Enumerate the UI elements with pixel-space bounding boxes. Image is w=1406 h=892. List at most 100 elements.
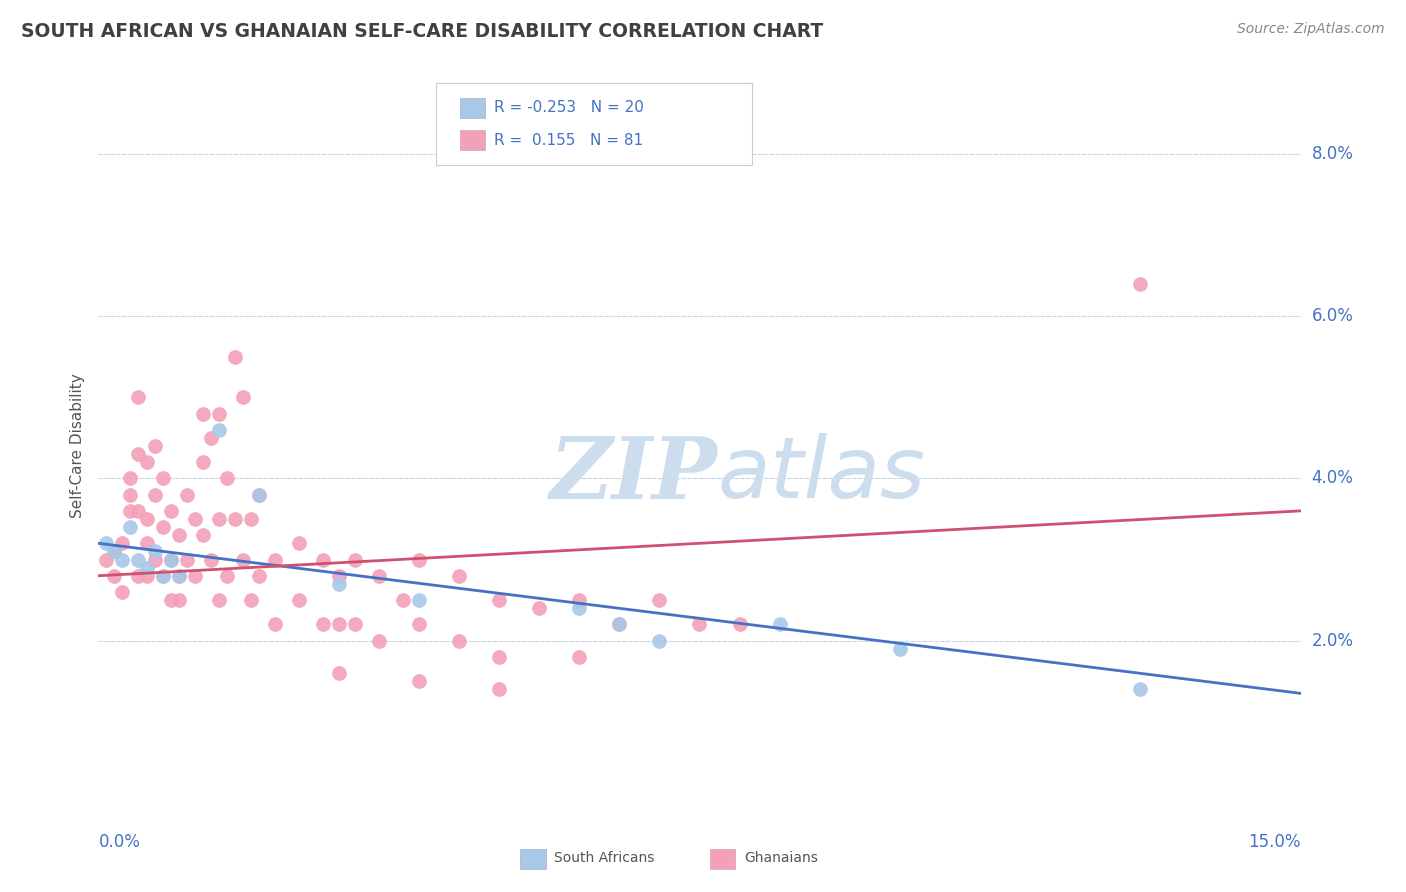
Point	[328, 617, 350, 632]
Point	[263, 617, 285, 632]
Point	[111, 585, 134, 599]
Point	[568, 593, 591, 607]
Point	[648, 593, 671, 607]
Point	[152, 568, 174, 582]
Point	[328, 577, 350, 591]
Point	[152, 471, 174, 485]
Point	[111, 552, 134, 566]
Point	[648, 633, 671, 648]
Point	[191, 407, 214, 421]
Text: ZIP: ZIP	[550, 433, 717, 516]
Point	[215, 471, 238, 485]
Text: atlas: atlas	[717, 433, 925, 516]
Point	[152, 568, 174, 582]
Point	[688, 617, 710, 632]
Point	[312, 617, 335, 632]
Point	[191, 455, 214, 469]
Point	[128, 504, 150, 518]
Point	[408, 674, 430, 689]
Text: R = -0.253   N = 20: R = -0.253 N = 20	[494, 101, 644, 115]
Point	[239, 512, 262, 526]
Point	[143, 552, 166, 566]
Point	[200, 431, 222, 445]
Point	[239, 593, 262, 607]
Point	[224, 350, 246, 364]
Point	[135, 568, 157, 582]
Point	[159, 504, 181, 518]
Text: Ghanaians: Ghanaians	[744, 851, 818, 865]
Point	[135, 512, 157, 526]
Point	[408, 617, 430, 632]
Point	[167, 568, 190, 582]
Point	[135, 455, 157, 469]
Point	[1129, 277, 1152, 291]
Text: 2.0%: 2.0%	[1312, 632, 1354, 649]
Text: R =  0.155   N = 81: R = 0.155 N = 81	[494, 133, 643, 147]
Point	[232, 390, 254, 404]
Point	[447, 633, 470, 648]
Point	[328, 568, 350, 582]
Point	[609, 617, 631, 632]
Point	[408, 552, 430, 566]
Point	[120, 504, 142, 518]
Point	[152, 520, 174, 534]
Point	[159, 552, 181, 566]
Point	[447, 568, 470, 582]
Point	[488, 649, 510, 664]
Point	[609, 617, 631, 632]
Point	[312, 552, 335, 566]
Point	[143, 439, 166, 453]
Point	[368, 633, 391, 648]
Point	[728, 617, 751, 632]
Point	[135, 536, 157, 550]
Point	[183, 568, 205, 582]
Point	[191, 528, 214, 542]
Text: 15.0%: 15.0%	[1249, 833, 1301, 851]
Point	[247, 488, 270, 502]
Point	[343, 552, 366, 566]
Point	[159, 552, 181, 566]
Text: 0.0%: 0.0%	[98, 833, 141, 851]
Point	[889, 641, 911, 656]
Point	[143, 488, 166, 502]
Point	[568, 649, 591, 664]
Point	[128, 447, 150, 461]
Point	[135, 560, 157, 574]
Point	[288, 593, 311, 607]
Point	[208, 407, 231, 421]
Y-axis label: Self-Care Disability: Self-Care Disability	[69, 374, 84, 518]
Text: 4.0%: 4.0%	[1312, 469, 1354, 487]
Point	[488, 593, 510, 607]
Point	[128, 568, 150, 582]
Point	[111, 536, 134, 550]
Point	[368, 568, 391, 582]
Point	[167, 528, 190, 542]
Point	[103, 568, 125, 582]
Point	[208, 512, 231, 526]
Point	[96, 536, 118, 550]
Point	[120, 488, 142, 502]
Point	[103, 544, 125, 558]
Point	[183, 512, 205, 526]
Point	[224, 512, 246, 526]
Text: SOUTH AFRICAN VS GHANAIAN SELF-CARE DISABILITY CORRELATION CHART: SOUTH AFRICAN VS GHANAIAN SELF-CARE DISA…	[21, 22, 824, 41]
Point	[103, 544, 125, 558]
Point	[529, 601, 551, 615]
Text: 6.0%: 6.0%	[1312, 307, 1354, 326]
Point	[143, 544, 166, 558]
Point	[159, 593, 181, 607]
Point	[343, 617, 366, 632]
Point	[392, 593, 415, 607]
Point	[128, 552, 150, 566]
Text: 8.0%: 8.0%	[1312, 145, 1354, 163]
Point	[200, 552, 222, 566]
Point	[247, 568, 270, 582]
Point	[167, 568, 190, 582]
Point	[263, 552, 285, 566]
Text: South Africans: South Africans	[554, 851, 654, 865]
Point	[408, 593, 430, 607]
Point	[232, 552, 254, 566]
Point	[768, 617, 790, 632]
Point	[488, 682, 510, 697]
Point	[120, 471, 142, 485]
